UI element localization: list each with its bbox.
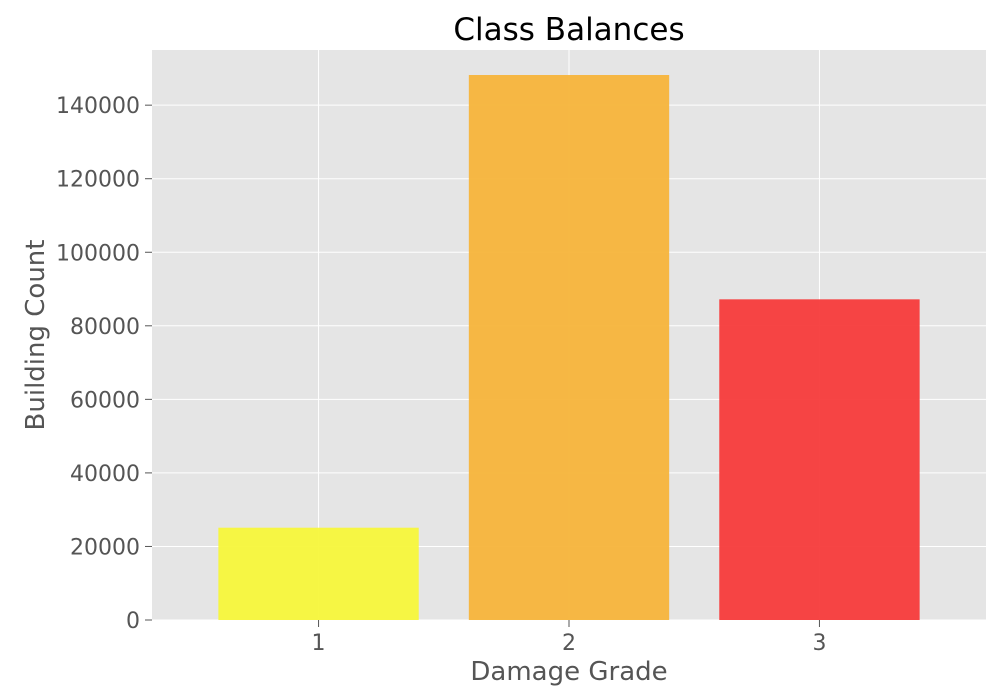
bar-grade-1 xyxy=(218,527,419,620)
x-axis-ticks: 1 2 3 xyxy=(312,620,826,656)
y-tick-label: 80000 xyxy=(70,315,140,340)
y-tick-label: 120000 xyxy=(56,168,140,193)
y-tick-label: 100000 xyxy=(56,241,140,266)
y-tick-label: 140000 xyxy=(56,94,140,119)
y-tick-label: 60000 xyxy=(70,388,140,413)
y-tick-label: 20000 xyxy=(70,535,140,560)
y-tick-label: 0 xyxy=(126,609,140,634)
y-axis-ticks: 0 20000 40000 60000 80000 100000 120000 140000 xyxy=(56,94,152,634)
bars-group xyxy=(218,75,920,620)
bar-grade-3 xyxy=(719,299,920,620)
y-tick-label: 40000 xyxy=(70,462,140,487)
y-axis-label: Building Count xyxy=(21,240,51,431)
bar-grade-2 xyxy=(468,75,670,620)
x-tick-label: 2 xyxy=(562,631,576,656)
x-tick-label: 3 xyxy=(812,631,826,656)
chart-title: Class Balances xyxy=(453,12,684,48)
x-tick-label: 1 xyxy=(312,631,326,656)
x-axis-label: Damage Grade xyxy=(470,657,667,687)
